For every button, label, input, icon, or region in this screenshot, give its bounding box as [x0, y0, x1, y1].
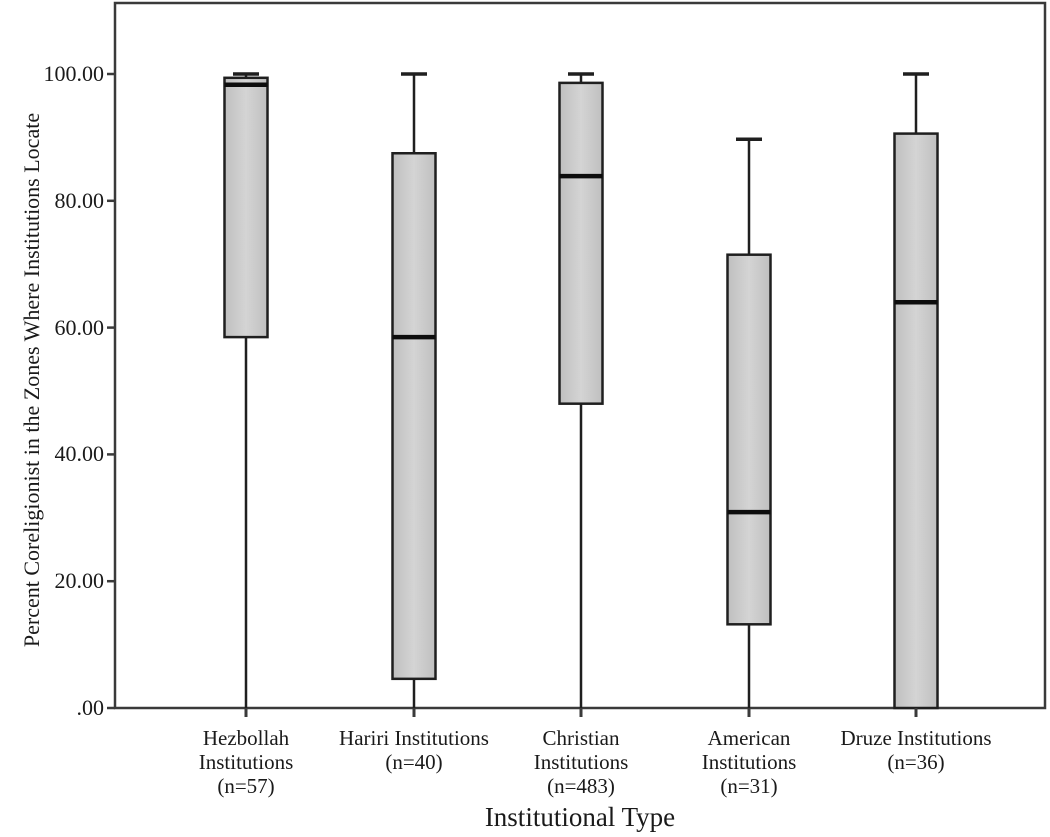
category-label-line: Druze Institutions: [840, 726, 992, 750]
category-label-line: Hariri Institutions: [339, 726, 489, 750]
category-label-christian-institutions: Christian Institutions (n=483): [481, 726, 681, 798]
category-label-line: Institutions: [533, 750, 629, 774]
y-tick-label: 60.00: [54, 314, 105, 340]
x-axis-title: Institutional Type: [484, 802, 676, 832]
category-label-line: Christian: [542, 726, 620, 750]
category-label-druze-institutions: Druze Institutions (n=36): [816, 726, 1016, 774]
box-american-institutions: [726, 253, 772, 626]
category-label-line: Institutions: [701, 750, 797, 774]
category-label-american-institutions: American Institutions (n=31): [649, 726, 849, 798]
category-label-line: (n=57): [217, 774, 275, 798]
y-axis-title: Percent Coreligionist in the Zones Where…: [19, 112, 44, 648]
box-christian-institutions: [558, 81, 604, 405]
category-label-line: Hezbollah: [202, 726, 290, 750]
category-label-line: (n=483): [547, 774, 615, 798]
category-label-line: (n=40): [385, 750, 443, 774]
y-tick-label: 100.00: [43, 61, 105, 86]
box-hariri-institutions: [391, 152, 437, 681]
category-label-hariri-institutions: Hariri Institutions (n=40): [314, 726, 514, 774]
y-tick-label: .00: [76, 695, 105, 720]
y-tick-label: 40.00: [54, 441, 105, 467]
category-label-line: Institutions: [198, 750, 294, 774]
category-label-hezbollah-institutions: Hezbollah Institutions (n=57): [146, 726, 346, 798]
y-tick-label: 80.00: [54, 187, 105, 213]
category-label-line: (n=31): [720, 774, 778, 798]
category-label-line: American: [707, 726, 791, 750]
box-druze-institutions: [893, 132, 939, 710]
y-tick-label: 20.00: [54, 568, 105, 594]
category-label-line: (n=36): [887, 750, 945, 774]
box-hezbollah-institutions: [223, 76, 269, 339]
